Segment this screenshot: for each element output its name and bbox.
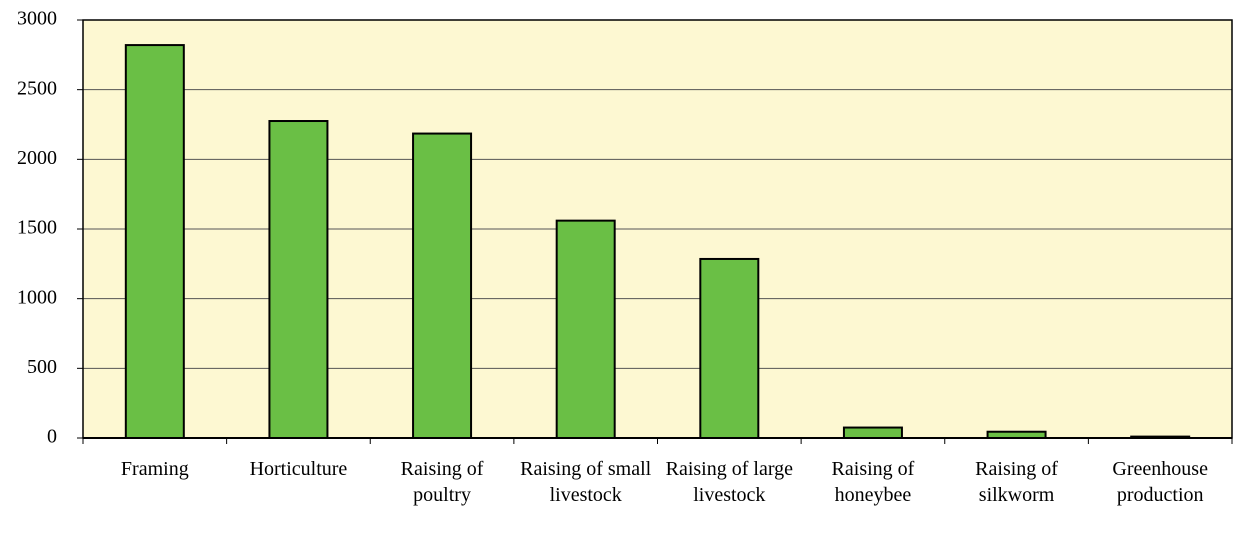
x-tick-label: Greenhouse production [1112, 458, 1208, 506]
y-tick-label: 2500 [17, 77, 57, 99]
x-tick-label: Horticulture [249, 458, 348, 480]
y-tick-label: 1500 [17, 217, 57, 239]
x-tick-label: Raising of silkworm [975, 458, 1058, 506]
y-tick-label: 2000 [17, 147, 57, 169]
x-tick-label: Raising of honeybee [831, 458, 915, 506]
y-tick-label: 1000 [17, 286, 57, 308]
bar [555, 219, 616, 439]
y-tick-label: 500 [27, 356, 57, 378]
bar [842, 426, 903, 439]
bar [699, 257, 760, 439]
bar [124, 44, 185, 440]
bar [412, 132, 473, 439]
y-tick-label: 3000 [17, 8, 57, 30]
x-tick-label: Framing [120, 458, 189, 480]
x-tick-label: Raising of small livestock [520, 458, 652, 506]
y-tick-label: 0 [47, 426, 57, 448]
x-tick-label: Raising of large livestock [665, 458, 793, 506]
bar [268, 120, 329, 440]
x-tick-label: Raising of poultry [400, 458, 484, 506]
